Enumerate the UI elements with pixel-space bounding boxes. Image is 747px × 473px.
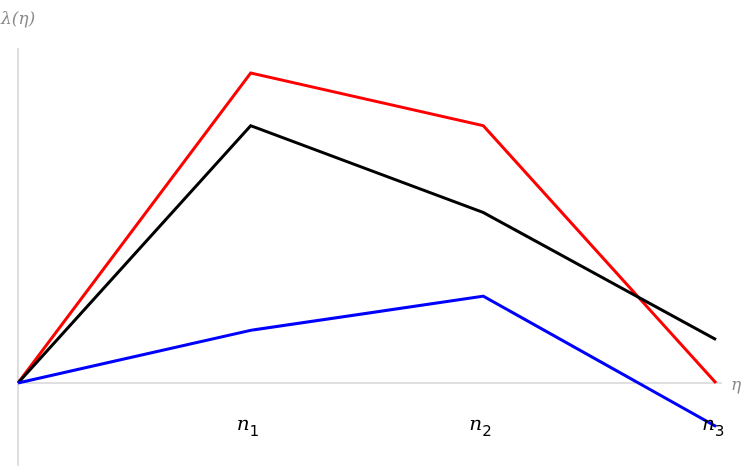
x-tick-label-3: n3 — [702, 411, 724, 440]
series-line-1 — [16, 71, 718, 385]
series-line-3 — [17, 294, 717, 428]
x-tick-label-1: n1 — [237, 411, 259, 440]
x-axis-label: η — [731, 375, 742, 395]
x-tick-labels: n1 n2 n3 — [237, 411, 725, 440]
axes: λ(η) η — [0, 9, 742, 466]
x-tick-label-2: n2 — [469, 411, 491, 440]
y-axis-label: λ(η) — [0, 9, 35, 29]
series-group — [16, 71, 718, 428]
series-line-2 — [16, 123, 717, 385]
